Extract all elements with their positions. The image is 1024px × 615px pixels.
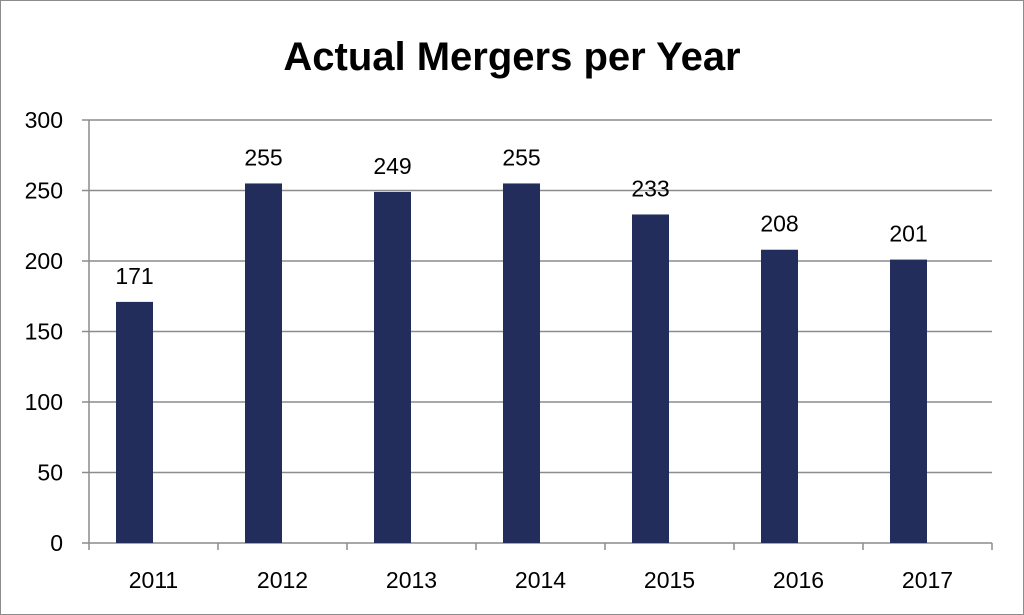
- y-tick-label: 50: [37, 460, 63, 486]
- y-tick-label: 250: [25, 178, 63, 204]
- y-tick-label: 300: [25, 107, 63, 133]
- bar-2017: [890, 259, 927, 543]
- y-tick-label: 150: [25, 319, 63, 345]
- x-tick-label: 2016: [773, 567, 824, 593]
- x-tick-label: 2012: [257, 567, 308, 593]
- bar-2014: [503, 183, 540, 543]
- bar-2015: [632, 214, 669, 543]
- y-tick-labels: 0 50 100 150 200 250 300: [25, 107, 63, 556]
- data-label-2016: 208: [760, 211, 798, 237]
- y-tick-label: 0: [50, 530, 63, 556]
- x-tick-label: 2015: [644, 567, 695, 593]
- x-tick-label: 2011: [129, 567, 178, 593]
- data-label-2012: 255: [244, 144, 282, 170]
- data-label-2017: 201: [889, 221, 927, 247]
- x-tick-label: 2014: [515, 567, 566, 593]
- bar-2013: [374, 191, 411, 543]
- x-tick-label: 2013: [386, 567, 437, 593]
- chart-title: Actual Mergers per Year: [283, 35, 740, 79]
- data-label-2011: 171: [115, 263, 153, 289]
- x-tick-labels: 2011 2012 2013 2014 2015 2016 2017: [129, 567, 953, 593]
- bars: [116, 183, 927, 543]
- y-tick-label: 100: [25, 389, 63, 415]
- y-tick-label: 200: [25, 248, 63, 274]
- x-tick-label: 2017: [902, 567, 953, 593]
- bar-2011: [116, 301, 153, 543]
- bar-2012: [245, 183, 282, 543]
- axes: [82, 119, 993, 550]
- data-label-2015: 233: [631, 175, 669, 201]
- data-labels: 171 255 249 255 233 208 201: [115, 144, 927, 288]
- data-label-2013: 249: [373, 153, 411, 179]
- gridlines: [89, 119, 992, 474]
- bar-2016: [761, 249, 798, 543]
- data-label-2014: 255: [502, 144, 540, 170]
